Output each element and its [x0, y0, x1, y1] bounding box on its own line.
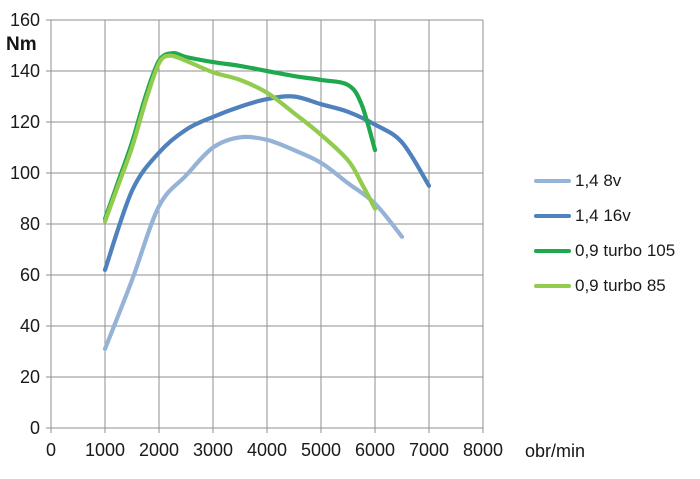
- x-axis-title: obr/min: [525, 441, 586, 461]
- legend-item-14-16v: 1,4 16v: [534, 205, 675, 227]
- svg-text:100: 100: [10, 163, 40, 183]
- svg-text:6000: 6000: [355, 440, 395, 460]
- svg-text:4000: 4000: [247, 440, 287, 460]
- svg-text:7000: 7000: [409, 440, 449, 460]
- svg-text:160: 160: [10, 10, 40, 30]
- legend-line-swatch: [534, 249, 571, 253]
- svg-text:140: 140: [10, 61, 40, 81]
- y-axis-title: Nm: [6, 34, 37, 55]
- svg-text:3000: 3000: [193, 440, 233, 460]
- svg-text:8000: 8000: [463, 440, 503, 460]
- svg-text:80: 80: [20, 214, 40, 234]
- legend-label: 1,4 8v: [575, 171, 622, 190]
- legend-item-14-8v: 1,4 8v: [534, 170, 675, 192]
- svg-text:60: 60: [20, 265, 40, 285]
- legend-item-09-turbo-105: 0,9 turbo 105: [534, 240, 675, 262]
- legend-line-swatch: [534, 214, 571, 218]
- svg-text:20: 20: [20, 367, 40, 387]
- svg-text:5000: 5000: [301, 440, 341, 460]
- legend-line-swatch: [534, 179, 571, 183]
- legend-item-09-turbo-85: 0,9 turbo 85: [534, 275, 675, 297]
- svg-text:0: 0: [30, 418, 40, 438]
- legend-label: 0,9 turbo 85: [575, 276, 666, 295]
- svg-text:0: 0: [46, 440, 56, 460]
- legend-label: 1,4 16v: [575, 206, 631, 225]
- svg-text:120: 120: [10, 112, 40, 132]
- svg-text:40: 40: [20, 316, 40, 336]
- legend: 1,4 8v 1,4 16v 0,9 turbo 105 0,9 turbo 8…: [534, 170, 675, 297]
- legend-label: 0,9 turbo 105: [575, 241, 676, 260]
- legend-line-swatch: [534, 284, 571, 288]
- svg-text:1000: 1000: [85, 440, 125, 460]
- svg-text:2000: 2000: [139, 440, 179, 460]
